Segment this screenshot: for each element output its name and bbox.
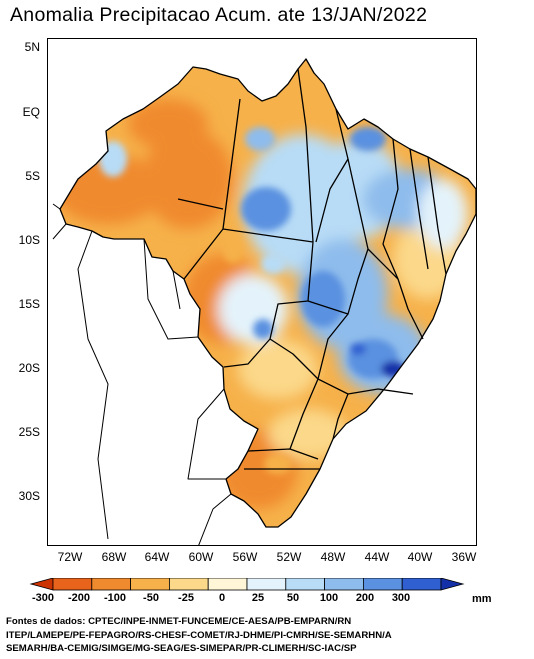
lon-tick-68w: 68W [101, 550, 127, 564]
lon-tick-52w: 52W [276, 550, 302, 564]
colorbar-cell-9 [362, 578, 403, 591]
lon-tick-36w: 36W [451, 550, 477, 564]
lon-tick-60w: 60W [188, 550, 214, 564]
colorbar-cell-max [440, 578, 465, 591]
colorbar-cell-1 [52, 578, 93, 591]
colorbar-label-m50: -50 [143, 592, 159, 604]
colorbar-label-50: 50 [286, 592, 300, 604]
colorbar-cell-5 [207, 578, 248, 591]
sources-line-1: Fontes de dados: CPTEC/INPE-INMET-FUNCEM… [6, 616, 352, 627]
lat-tick-15s: 15S [18, 297, 40, 311]
lat-tick-eq: EQ [22, 105, 40, 119]
sources-line-2: ITEP/LAMEPE/PE-FEPAGRO/RS-CHESF-COMET/RJ… [6, 629, 392, 641]
lat-tick-25s: 25S [18, 425, 40, 439]
precipitation-anomaly-map [47, 38, 477, 546]
colorbar-label-m100: -100 [103, 592, 127, 604]
colorbar-cell-2 [91, 578, 131, 591]
lon-tick-44w: 44W [364, 550, 390, 564]
colorbar-label-25: 25 [251, 592, 265, 604]
data-sources: Fontes de dados: CPTEC/INPE-INMET-FUNCEM… [6, 615, 392, 656]
colorbar-cell-min [29, 578, 54, 591]
lat-tick-5s: 5S [25, 169, 40, 183]
state-borders [52, 58, 476, 545]
lon-tick-56w: 56W [232, 550, 258, 564]
colorbar-unit: mm [472, 593, 492, 605]
map-title: Anomalia Precipitacao Acum. ate 13/JAN/2… [10, 4, 428, 26]
lon-tick-72w: 72W [57, 550, 83, 564]
colorbar-cell-3 [130, 578, 170, 591]
sources-line-3: SEMARH/BA-CEMIG/SIMGE/MG-SEAG/ES-SIMEPAR… [6, 643, 357, 654]
anomaly-field [60, 59, 476, 527]
colorbar [29, 578, 465, 591]
colorbar-cell-6 [246, 578, 287, 591]
colorbar-label-0: 0 [218, 592, 226, 604]
lat-tick-30s: 30S [18, 489, 40, 503]
lat-tick-5n: 5N [24, 40, 40, 54]
colorbar-cell-7 [285, 578, 325, 591]
colorbar-label-100: 100 [319, 592, 339, 604]
colorbar-label-m300: -300 [31, 592, 55, 604]
colorbar-cell-8 [324, 578, 364, 591]
colorbar-cell-4 [168, 578, 209, 591]
lon-tick-48w: 48W [320, 550, 346, 564]
colorbar-cell-10 [401, 578, 442, 591]
lat-tick-10s: 10S [18, 233, 40, 247]
map-canvas [52, 58, 476, 545]
colorbar-label-300: 300 [391, 592, 411, 604]
colorbar-label-200: 200 [355, 592, 375, 604]
lat-tick-20s: 20S [18, 361, 40, 375]
lon-tick-40w: 40W [407, 550, 433, 564]
lon-tick-64w: 64W [144, 550, 170, 564]
colorbar-label-m25: -25 [178, 592, 194, 604]
colorbar-label-m200: -200 [67, 592, 91, 604]
